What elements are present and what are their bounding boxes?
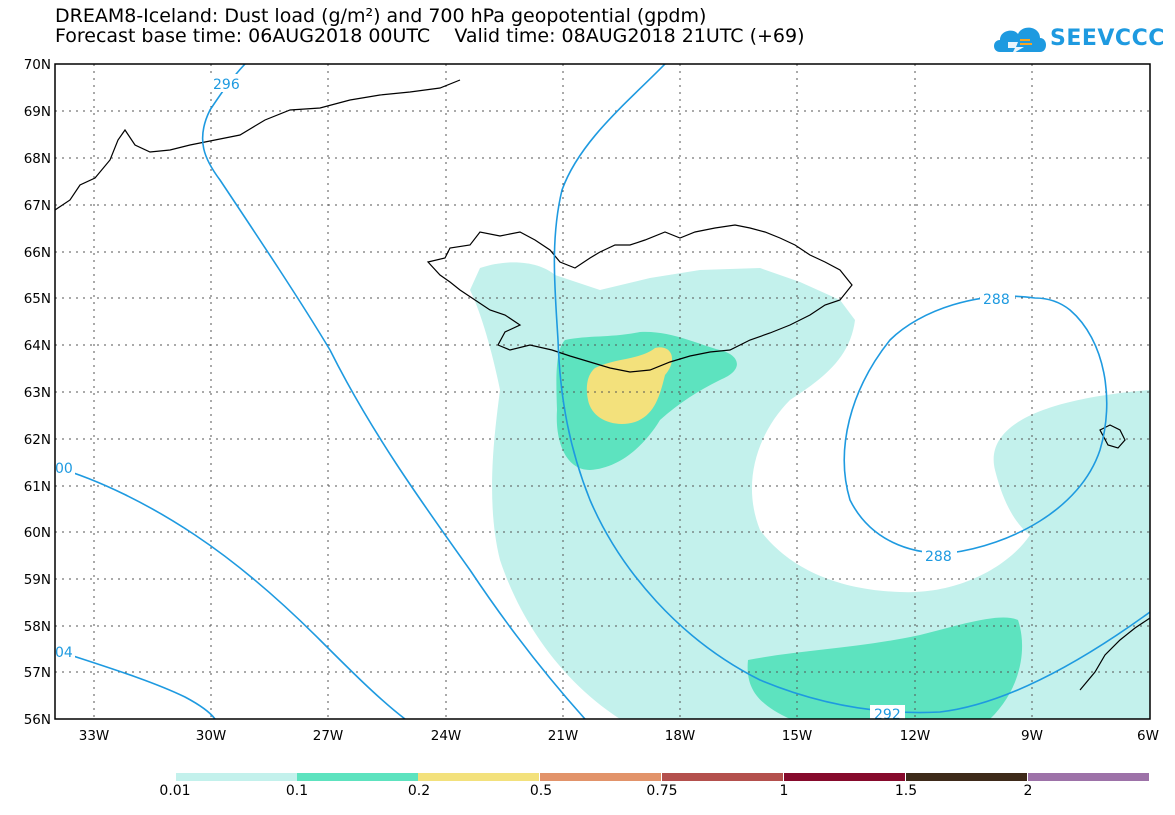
svg-text:56N: 56N (24, 712, 51, 728)
contour-labels: 296 288 288 292 00 04 (55, 74, 1015, 723)
contour-label-288-b: 288 (925, 549, 952, 565)
legend-label-4: 0.75 (646, 783, 678, 799)
contour-304 (55, 649, 216, 719)
svg-text:24W: 24W (431, 728, 462, 744)
legend-swatch-1 (297, 773, 418, 781)
svg-text:69N: 69N (24, 104, 51, 120)
legend-label-1: 0.1 (285, 783, 309, 799)
logo-text: SEEVCCC (1050, 26, 1165, 51)
legend-label-5: 1 (779, 783, 789, 799)
svg-text:33W: 33W (79, 728, 110, 744)
contour-296 (201, 64, 586, 719)
svg-text:68N: 68N (24, 151, 51, 167)
longitude-labels: 33W 30W 27W 24W 21W 18W 15W 12W 9W 6W (79, 728, 1159, 744)
svg-text:66N: 66N (24, 245, 51, 261)
legend-swatch-0 (176, 773, 297, 781)
legend-swatch-5 (784, 773, 905, 781)
legend-label-6: 1.5 (894, 783, 918, 799)
svg-text:70N: 70N (24, 57, 51, 73)
contour-label-292: 292 (874, 707, 901, 723)
contour-300 (55, 466, 406, 719)
legend-label-2: 0.2 (407, 783, 431, 799)
svg-text:57N: 57N (24, 665, 51, 681)
chart-title-line2: Forecast base time: 06AUG2018 00UTC Vali… (55, 25, 805, 47)
legend-swatch-4 (662, 773, 783, 781)
legend-swatch-6 (906, 773, 1027, 781)
contour-label-304: 04 (55, 645, 73, 661)
scotland-coast (1079, 617, 1150, 691)
svg-text:64N: 64N (24, 338, 51, 354)
legend-label-3: 0.5 (529, 783, 553, 799)
geopotential-contours (55, 64, 1150, 719)
svg-text:6W: 6W (1137, 728, 1159, 744)
svg-text:59N: 59N (24, 572, 51, 588)
latitude-labels: 70N 69N 68N 67N 66N 65N 64N 63N 62N 61N … (24, 57, 51, 728)
legend-label-7: 2 (1023, 783, 1033, 799)
contour-label-296: 296 (213, 77, 240, 93)
dust-area-001 (470, 262, 1150, 719)
legend-swatch-7 (1028, 773, 1149, 781)
svg-text:27W: 27W (313, 728, 344, 744)
svg-text:12W: 12W (900, 728, 931, 744)
svg-text:62N: 62N (24, 432, 51, 448)
svg-text:30W: 30W (196, 728, 227, 744)
svg-text:21W: 21W (548, 728, 579, 744)
dust-area-01-south (747, 617, 1023, 719)
legend-label-0: 0.01 (159, 783, 191, 799)
contour-292 (553, 64, 1150, 714)
iceland-coast (426, 224, 853, 373)
legend-swatch-2 (418, 773, 539, 781)
svg-text:61N: 61N (24, 479, 51, 495)
svg-text:15W: 15W (782, 728, 813, 744)
greenland-coast (55, 79, 461, 211)
svg-text:18W: 18W (665, 728, 696, 744)
svg-text:63N: 63N (24, 385, 51, 401)
svg-text:58N: 58N (24, 619, 51, 635)
contour-label-288-a: 288 (983, 292, 1010, 308)
svg-text:65N: 65N (24, 291, 51, 307)
faroe-coast (1099, 424, 1126, 449)
svg-text:60N: 60N (24, 525, 51, 541)
legend-swatch-3 (540, 773, 661, 781)
seevccc-logo: SEEVCCC (990, 20, 1164, 60)
coastlines (55, 79, 1150, 691)
map-frame (54, 63, 1151, 720)
dust-area-02 (586, 347, 673, 424)
chart-title-line1: DREAM8-Iceland: Dust load (g/m²) and 700… (55, 5, 707, 27)
contour-label-300: 00 (55, 461, 73, 477)
svg-text:9W: 9W (1021, 728, 1043, 744)
svg-text:67N: 67N (24, 198, 51, 214)
cloud-icon (994, 27, 1046, 54)
